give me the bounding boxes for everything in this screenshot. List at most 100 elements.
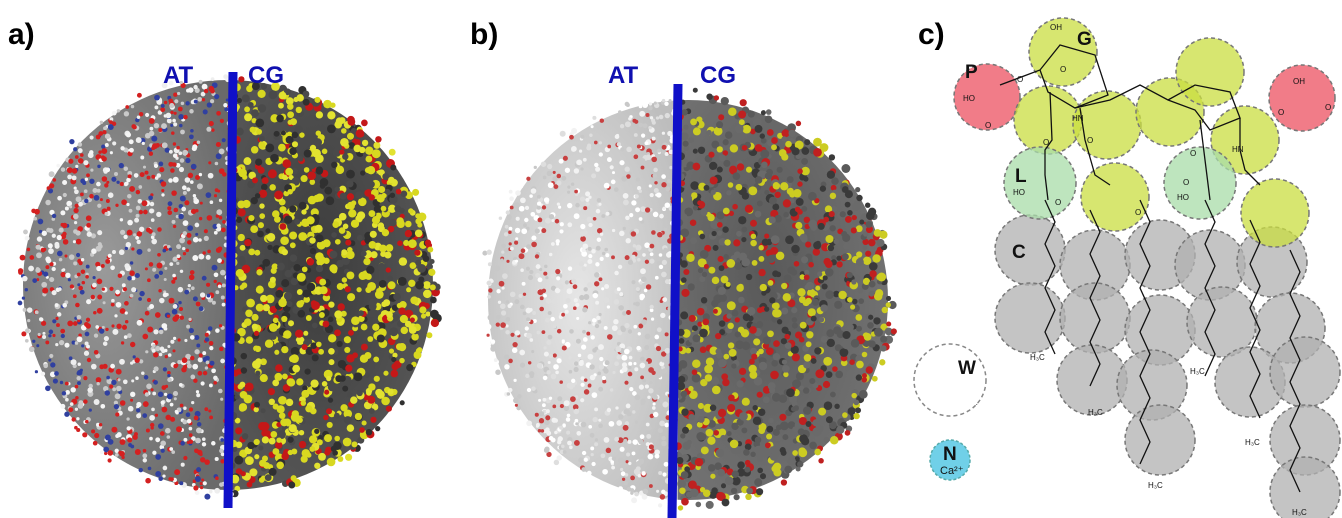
- atom: [544, 419, 550, 426]
- atom: [543, 197, 550, 203]
- atom: [880, 345, 887, 352]
- side-label: AT: [163, 62, 194, 89]
- atom: [868, 290, 875, 297]
- atom: [772, 181, 780, 189]
- atom: [688, 414, 695, 421]
- atom: [162, 474, 166, 478]
- atom: [540, 429, 545, 433]
- atom: [255, 285, 264, 294]
- atom: [296, 272, 306, 282]
- atom: [143, 209, 148, 215]
- atom: [573, 439, 580, 446]
- atom: [583, 457, 588, 462]
- atom: [631, 451, 636, 456]
- atom: [579, 294, 585, 301]
- atom: [388, 148, 396, 156]
- atom: [151, 348, 156, 353]
- atom: [321, 381, 328, 387]
- atom: [769, 446, 777, 455]
- atom: [167, 370, 171, 375]
- atom: [689, 219, 697, 226]
- atom: [192, 296, 198, 302]
- atom: [398, 257, 408, 266]
- atom: [176, 145, 180, 150]
- atom: [505, 324, 509, 328]
- atom: [380, 205, 387, 212]
- atom: [351, 316, 360, 326]
- atom: [176, 261, 180, 266]
- atom: [616, 420, 623, 426]
- atom: [124, 181, 129, 186]
- atom: [164, 384, 169, 388]
- atom: [134, 449, 141, 455]
- atom: [272, 210, 280, 218]
- atom: [287, 320, 295, 327]
- side-label: AT: [608, 62, 639, 89]
- atom: [287, 436, 294, 443]
- atom: [142, 448, 147, 453]
- atom: [48, 358, 52, 362]
- atom: [769, 297, 776, 304]
- atom: [353, 144, 362, 153]
- atom: [633, 362, 637, 366]
- atom: [677, 328, 685, 336]
- bond: [1139, 199, 1151, 465]
- atom: [199, 482, 203, 486]
- atom: [342, 437, 352, 447]
- atom: [505, 210, 510, 215]
- atom: [343, 409, 353, 419]
- atom: [750, 233, 757, 240]
- atom: [167, 210, 173, 216]
- atom: [634, 394, 641, 401]
- atom: [486, 280, 492, 286]
- atom: [72, 321, 78, 326]
- atom: [210, 77, 215, 81]
- atom: [523, 223, 527, 228]
- atom: [642, 488, 649, 495]
- atom: [188, 433, 193, 437]
- atom: [411, 333, 419, 341]
- atom: [198, 353, 203, 358]
- atom: [77, 142, 83, 147]
- atom: [348, 209, 357, 218]
- atom: [135, 205, 141, 211]
- atom: [245, 336, 254, 344]
- atom: [84, 341, 89, 346]
- atom: [646, 425, 652, 431]
- atom: [104, 183, 109, 188]
- atom: [176, 244, 182, 250]
- atom: [853, 399, 860, 406]
- atom: [213, 272, 219, 278]
- atom: [107, 450, 114, 456]
- atom: [238, 257, 246, 266]
- bond: [1249, 219, 1261, 419]
- atom: [546, 339, 552, 345]
- atom: [543, 351, 549, 357]
- atom: [265, 294, 275, 304]
- atom: [532, 318, 537, 324]
- atom: [142, 453, 148, 459]
- atom: [392, 352, 398, 358]
- atom: [376, 334, 385, 343]
- atom-label: HO: [1013, 188, 1025, 197]
- atom: [403, 239, 410, 247]
- atom: [753, 338, 761, 346]
- atom: [387, 275, 394, 282]
- atom: [194, 349, 200, 355]
- atom: [795, 466, 801, 472]
- atom: [51, 217, 56, 221]
- atom: [752, 118, 762, 127]
- atom: [142, 165, 147, 169]
- atom: [81, 280, 86, 285]
- atom: [213, 380, 218, 385]
- panel-label: c): [918, 18, 945, 51]
- atom: [769, 387, 776, 394]
- atom: [190, 286, 195, 291]
- atom: [342, 385, 349, 392]
- atom: [859, 219, 865, 225]
- atom: [124, 263, 130, 269]
- atom: [77, 319, 81, 323]
- atom: [569, 134, 574, 140]
- atom: [182, 246, 186, 251]
- atom: [862, 277, 871, 285]
